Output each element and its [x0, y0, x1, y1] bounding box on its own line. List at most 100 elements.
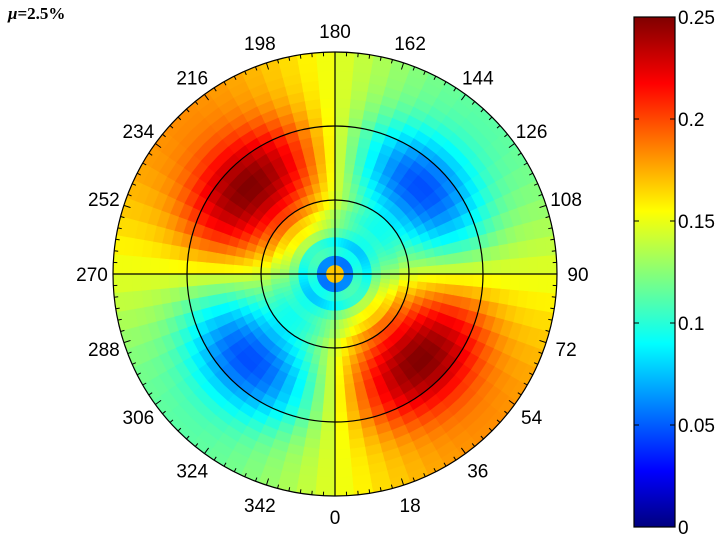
angle-tick	[186, 108, 190, 113]
angle-tick	[142, 382, 147, 386]
heat-cell	[195, 261, 207, 275]
angle-tick	[204, 447, 210, 454]
heat-cell	[482, 273, 494, 289]
heat-cell	[204, 262, 216, 275]
angle-tick	[460, 94, 466, 101]
heat-cell	[482, 259, 494, 275]
heat-cell	[241, 265, 253, 275]
angle-tick	[488, 116, 493, 121]
angle-tick	[277, 484, 280, 489]
heat-cell	[463, 261, 475, 275]
heat-cell	[250, 273, 262, 282]
heat-cell	[334, 439, 351, 451]
angle-tick	[155, 143, 162, 149]
angle-tick	[244, 70, 247, 76]
heat-cell	[320, 106, 336, 118]
angle-tick	[123, 339, 131, 344]
heat-cell	[241, 273, 253, 283]
heat-cell	[334, 199, 342, 210]
angle-tick	[120, 329, 125, 332]
angle-tick	[504, 133, 508, 138]
heat-cell	[195, 273, 207, 287]
angle-tick	[508, 399, 515, 405]
heat-cell	[316, 467, 336, 479]
angle-label-162: 162	[394, 34, 426, 55]
heat-cell	[334, 356, 344, 368]
angle-tick	[162, 410, 166, 415]
heat-cell	[139, 256, 152, 275]
heat-cell	[287, 269, 299, 275]
angle-tick	[169, 125, 174, 129]
heat-cell	[334, 171, 345, 183]
heat-cell	[325, 171, 336, 183]
angle-tick	[548, 227, 553, 230]
angle-tick	[390, 59, 393, 64]
heat-cell	[223, 263, 234, 275]
angle-tick	[254, 66, 258, 71]
angle-tick	[523, 382, 528, 386]
heat-cell	[334, 97, 351, 109]
angle-tick	[223, 81, 227, 86]
angle-tick	[539, 204, 547, 209]
angle-tick	[508, 143, 515, 149]
heat-cell	[317, 457, 336, 470]
heat-cell	[500, 273, 512, 290]
heat-cell	[334, 88, 352, 100]
angle-tick	[288, 487, 291, 492]
angle-tick	[148, 152, 153, 156]
angle-tick	[433, 75, 437, 80]
heat-cell	[326, 356, 336, 368]
heat-cell	[334, 476, 354, 488]
heat-cell	[322, 134, 336, 146]
angle-tick	[299, 54, 302, 59]
angle-label-126: 126	[516, 122, 548, 143]
angle-label-324: 324	[176, 462, 208, 483]
heat-cell	[491, 259, 503, 275]
heat-cell	[528, 273, 540, 293]
heat-cell	[167, 273, 179, 289]
angle-label-270: 270	[76, 265, 108, 286]
angle-label-342: 342	[244, 496, 276, 517]
heat-cell	[232, 273, 244, 284]
angle-tick	[254, 477, 258, 482]
angle-label-0: 0	[330, 508, 341, 529]
angle-tick	[115, 238, 120, 241]
angle-tick	[533, 362, 539, 365]
heat-cell	[546, 273, 557, 294]
heat-cell	[334, 448, 352, 460]
heat-cell	[334, 180, 344, 192]
heat-cell	[334, 189, 343, 201]
angle-tick	[443, 81, 447, 86]
heat-cell	[130, 255, 142, 275]
angle-tick	[400, 62, 405, 70]
angle-tick	[496, 419, 501, 423]
angle-label-72: 72	[556, 340, 577, 361]
angle-tick	[223, 462, 227, 467]
heat-cell	[334, 152, 346, 164]
heat-cell	[176, 273, 188, 289]
angle-label-234: 234	[123, 122, 155, 143]
heat-cell	[334, 143, 347, 155]
heat-cell	[319, 439, 336, 451]
heat-cell	[408, 273, 420, 282]
heat-cell	[176, 259, 188, 275]
angle-label-198: 198	[244, 34, 276, 55]
heat-cell	[158, 258, 170, 275]
heat-cell	[334, 430, 350, 442]
angle-tick	[368, 489, 371, 494]
angle-tick	[277, 59, 280, 64]
heat-cell	[334, 384, 346, 396]
heat-cell	[328, 328, 336, 340]
heat-cell	[334, 52, 355, 63]
heat-cell	[334, 226, 340, 238]
heat-cell	[324, 162, 336, 173]
heat-cell	[463, 273, 475, 287]
heat-cell	[315, 485, 336, 496]
angle-tick	[471, 443, 476, 447]
heat-cell	[149, 257, 161, 275]
heat-cell	[204, 273, 216, 286]
colorbar	[633, 16, 676, 528]
angle-label-252: 252	[88, 190, 120, 211]
heat-cell	[113, 254, 124, 275]
